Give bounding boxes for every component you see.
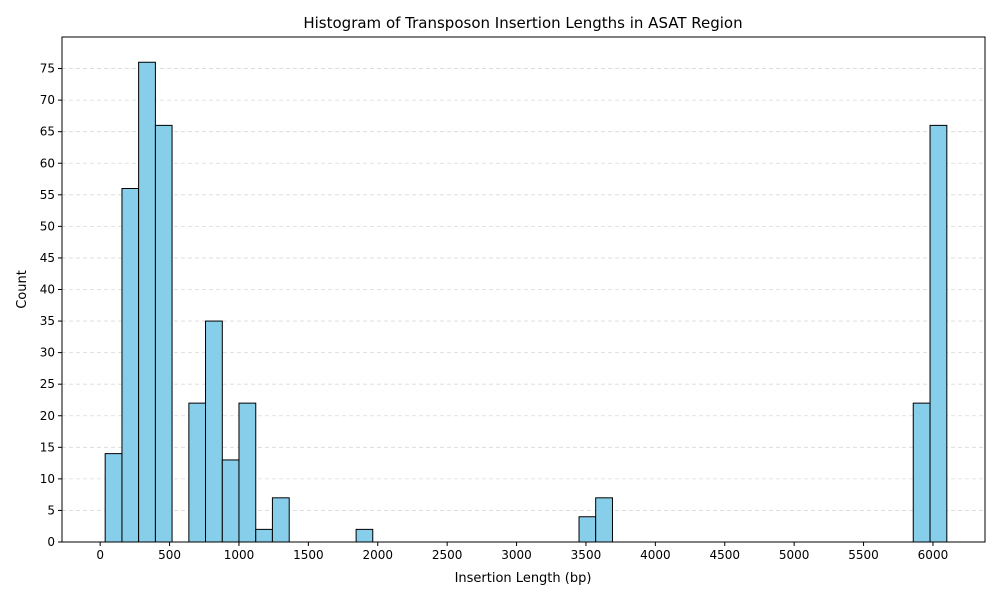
chart-title: Histogram of Transposon Insertion Length… [303,14,742,32]
x-tick-label: 1500 [293,548,324,562]
x-tick-label: 5000 [779,548,810,562]
x-tick-label: 5500 [848,548,879,562]
histogram-bar [238,402,257,543]
histogram-bar [121,188,140,543]
y-tick-label: 75 [40,62,55,76]
y-tick-label: 35 [40,314,55,328]
histogram-bar [595,497,613,543]
y-tick-label: 10 [40,472,55,486]
histogram-bar [929,124,948,543]
histogram-bars [104,61,948,543]
y-tick-label: 15 [40,440,55,454]
y-tick-label: 5 [47,503,55,517]
y-tick-label: 25 [40,377,55,391]
histogram-bar [255,528,273,543]
y-axis-ticks: 0 5 10 15 20 25 30 35 40 45 50 55 60 65 70 75 [40,62,62,549]
y-tick-label: 30 [40,346,55,360]
x-tick-label: 3500 [571,548,602,562]
y-tick-label: 60 [40,156,55,170]
histogram-bar [205,320,223,543]
histogram-bar [188,402,207,543]
histogram-bar [138,61,156,543]
x-tick-label: 3000 [501,548,532,562]
histogram-bar [221,459,240,543]
x-axis-label: Insertion Length (bp) [455,571,592,586]
x-tick-label: 2000 [362,548,393,562]
x-tick-label: 6000 [918,548,949,562]
y-tick-label: 50 [40,219,55,233]
y-axis-label: Count [15,270,30,309]
x-axis-ticks: 0 500 1000 1500 2000 2500 3000 3500 4000 4500 5000… [96,542,948,562]
y-tick-label: 70 [40,93,55,107]
y-tick-label: 40 [40,283,55,297]
y-tick-label: 55 [40,188,55,202]
y-tick-label: 0 [47,535,55,549]
histogram-bar [271,497,290,543]
x-tick-label: 1000 [224,548,255,562]
histogram-bar [578,516,597,543]
y-tick-label: 45 [40,251,55,265]
x-tick-label: 4500 [709,548,740,562]
histogram-bar [154,124,173,543]
x-tick-label: 500 [158,548,181,562]
x-tick-label: 2500 [432,548,463,562]
histogram-bar [355,528,374,543]
y-tick-label: 20 [40,409,55,423]
histogram-bar [104,453,123,543]
x-tick-label: 0 [96,548,104,562]
x-tick-label: 4000 [640,548,671,562]
histogram-bar [912,402,931,543]
y-tick-label: 65 [40,125,55,139]
